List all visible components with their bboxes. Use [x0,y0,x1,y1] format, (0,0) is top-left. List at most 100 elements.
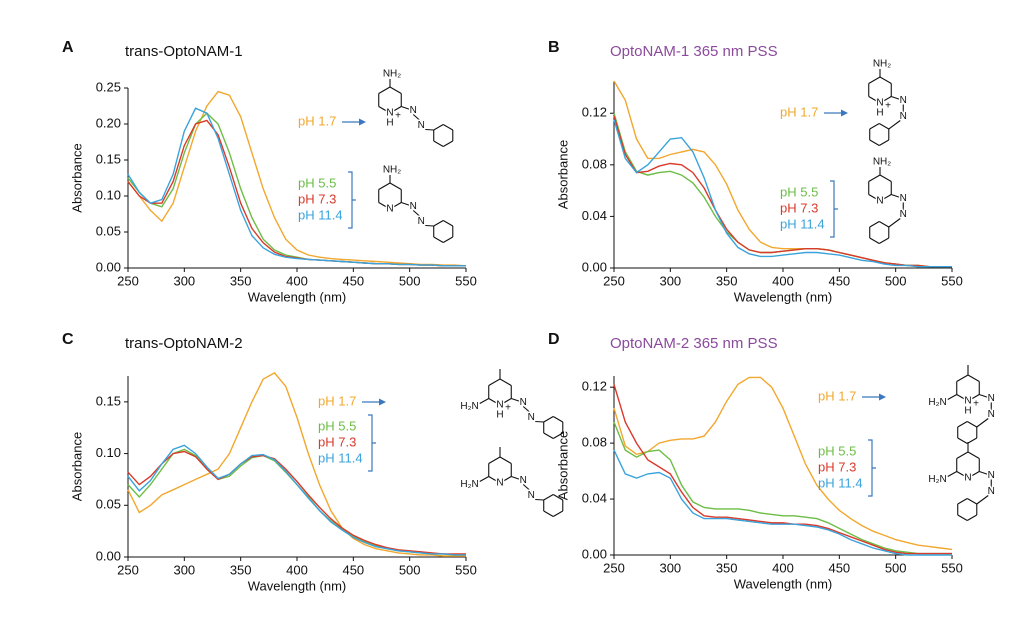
bond [433,124,444,131]
bond [956,374,969,382]
y-tick-label: 0.00 [582,546,607,561]
bond [499,476,512,484]
atom-label: N [988,486,995,497]
x-tick-label: 250 [603,273,625,288]
bond [967,471,980,479]
bond [956,451,969,459]
y-tick-label: 0.00 [96,259,121,274]
series-line [127,107,466,267]
bond [979,470,992,477]
x-tick-label: 350 [230,273,252,288]
series-line [127,450,466,555]
bond [891,193,904,200]
series-line [127,444,466,556]
bond [425,128,434,131]
atom-label: H [876,108,883,119]
atom-label: + [395,111,401,122]
bond [442,124,454,131]
bond [956,394,969,402]
bond [888,120,901,130]
chart-title: trans-OptoNAM-1 [125,43,243,60]
series-line [613,384,952,555]
bond [956,471,969,479]
x-axis-label: Wavelength (nm) [734,289,833,304]
bond [966,421,978,428]
bond [888,218,901,228]
y-tick-label: 0.08 [582,435,607,450]
bond [543,494,554,501]
bond [378,202,391,210]
bond [442,236,454,243]
bond [401,201,414,208]
legend-label: pH 1.7 [298,113,336,128]
legend-arrowhead [359,118,366,126]
bond [522,484,532,492]
legend-label: pH 11.4 [318,450,363,465]
x-tick-label: 250 [117,562,139,577]
legend-label: pH 11.4 [780,216,825,231]
bond [442,140,454,147]
atom-label: H₂N [928,474,946,485]
y-tick-label: 0.04 [582,491,607,506]
atom-label: H [964,406,971,417]
bond [966,514,978,521]
x-tick-label: 250 [603,560,625,575]
legend-bracket [348,171,356,229]
bond [479,476,490,482]
bond [401,105,414,112]
bond [433,140,444,147]
y-tick-label: 0.20 [96,115,121,130]
x-tick-label: 350 [230,562,252,577]
x-tick-label: 300 [173,273,195,288]
atom-label: + [505,403,511,414]
atom-label: + [973,399,979,410]
atom-label: N [386,108,393,119]
bond [378,86,391,94]
bond [879,194,892,202]
x-tick-label: 300 [659,560,681,575]
x-tick-label: 550 [455,273,477,288]
series-line [127,119,466,267]
y-axis-label: Absorbance [69,432,84,501]
panel-letter: B [548,39,560,56]
bond [976,418,989,428]
legend-label: pH 1.7 [818,388,856,403]
legend-label: pH 11.4 [818,475,863,490]
atom-label: N [900,209,907,220]
x-axis-label: Wavelength (nm) [248,578,347,593]
atom-label: N [988,393,995,404]
bond [389,202,402,210]
series-line [613,115,952,268]
x-tick-label: 450 [828,560,850,575]
atom-label: N [900,111,907,122]
bond [868,96,881,104]
bond [488,476,501,484]
bond [967,451,980,459]
bond [511,397,524,404]
x-tick-label: 400 [286,562,308,577]
series-line [127,448,466,556]
bond [433,236,444,243]
y-tick-label: 0.04 [582,208,607,223]
bond [868,194,881,202]
x-tick-label: 300 [173,562,195,577]
bond [967,374,980,382]
x-tick-label: 500 [885,560,907,575]
atom-label: N [876,98,883,109]
bond [957,498,968,505]
bond [499,398,512,406]
y-tick-label: 0.15 [96,151,121,166]
series-line [613,376,953,551]
series-line [613,119,952,268]
y-axis-label: Absorbance [555,140,570,209]
x-tick-label: 550 [455,562,477,577]
bond [552,432,564,439]
bond [378,106,391,114]
atom-label: N [418,216,425,227]
legend-label: pH 1.7 [780,104,818,119]
bond [499,456,512,464]
bond [966,498,978,505]
series-line [127,90,467,267]
atom-label: N [964,473,971,484]
bond [957,514,968,521]
